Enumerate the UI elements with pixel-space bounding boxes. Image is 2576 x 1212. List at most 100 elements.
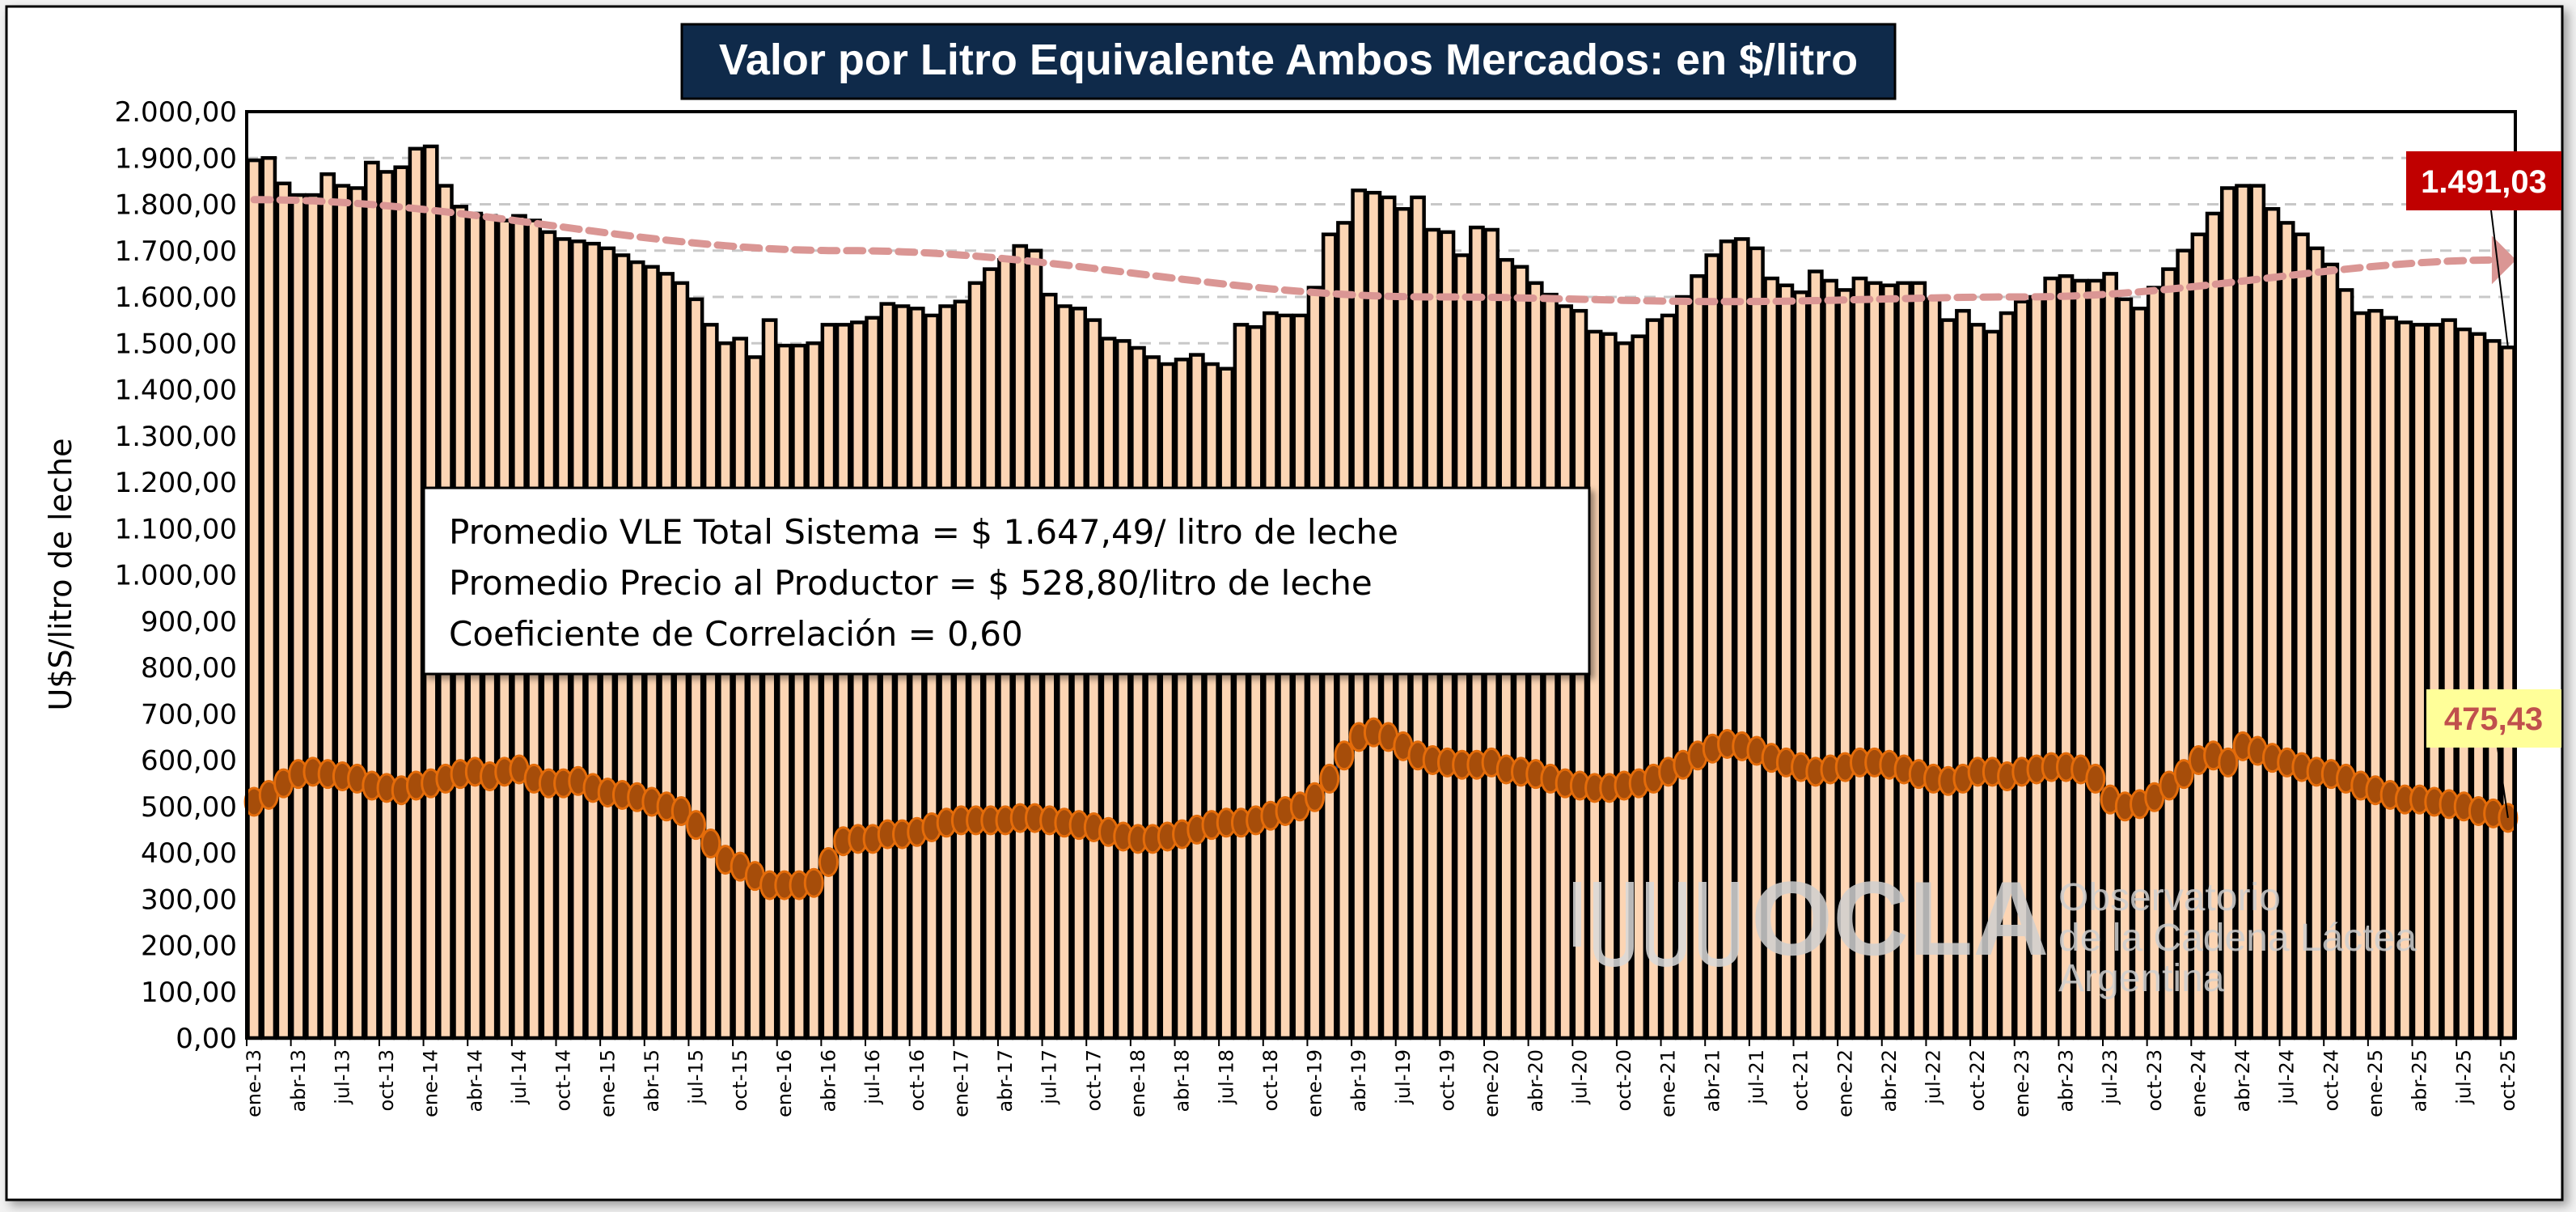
x-tick-label: oct-18 bbox=[1259, 1049, 1282, 1112]
x-tick-label: jul-23 bbox=[2099, 1049, 2121, 1105]
last-bar-label: 1.491,03 bbox=[2421, 164, 2547, 200]
bar bbox=[806, 341, 823, 1040]
line-point bbox=[2085, 763, 2106, 794]
x-tick-label: oct-21 bbox=[1790, 1049, 1813, 1112]
line-point bbox=[670, 795, 692, 826]
bar bbox=[2278, 221, 2295, 1040]
x-tick-label: jul-13 bbox=[331, 1049, 353, 1105]
x-tick-label: oct-20 bbox=[1613, 1049, 1635, 1112]
bar bbox=[1159, 362, 1176, 1040]
bar bbox=[1601, 332, 1618, 1040]
last-line-label-box bbox=[2426, 689, 2561, 748]
bar bbox=[260, 156, 277, 1040]
bar bbox=[2441, 318, 2457, 1040]
x-tick-label: ene-16 bbox=[773, 1049, 796, 1117]
bar bbox=[1218, 367, 1235, 1040]
y-tick-label: 800,00 bbox=[141, 652, 237, 684]
bar bbox=[1085, 318, 1102, 1040]
last-line-leader-line bbox=[2497, 747, 2509, 818]
x-tick-label: oct-14 bbox=[552, 1049, 575, 1112]
x-tick-label: jul-20 bbox=[1568, 1049, 1591, 1105]
x-axis-ticks: ene-13 abr-13 jul-13 oct-13 ene-14 abr-14 jul-… bbox=[243, 1038, 2519, 1117]
y-tick-label: 1.000,00 bbox=[115, 560, 237, 592]
x-tick-label: oct-17 bbox=[1082, 1049, 1105, 1112]
watermark-name: OCLA bbox=[1751, 859, 2049, 977]
last-line-label: 475,43 bbox=[2444, 701, 2543, 737]
bar bbox=[1130, 345, 1146, 1040]
x-tick-label: abr-22 bbox=[1878, 1049, 1901, 1112]
bar bbox=[1247, 324, 1264, 1040]
bar bbox=[1263, 311, 1279, 1040]
bar bbox=[349, 186, 366, 1040]
bar bbox=[1115, 339, 1131, 1040]
bar bbox=[702, 323, 719, 1040]
y-tick-label: 300,00 bbox=[141, 884, 237, 916]
watermark-line-3: Argentina bbox=[2058, 957, 2225, 1000]
x-tick-label: jul-21 bbox=[1745, 1049, 1768, 1105]
bar bbox=[1100, 337, 1117, 1040]
line-point bbox=[818, 846, 839, 877]
bar bbox=[865, 316, 881, 1040]
x-tick-label: ene-23 bbox=[2011, 1049, 2033, 1117]
x-tick-label: jul-24 bbox=[2276, 1049, 2299, 1105]
y-axis-label: U$S/litro de leche bbox=[43, 439, 78, 711]
last-bar-label-box bbox=[2406, 151, 2561, 210]
x-tick-label: ene-25 bbox=[2364, 1049, 2387, 1117]
x-tick-label: abr-25 bbox=[2409, 1049, 2431, 1112]
x-tick-label: jul-14 bbox=[508, 1049, 531, 1105]
y-tick-label: 600,00 bbox=[141, 745, 237, 778]
bar bbox=[1144, 355, 1161, 1040]
stats-line-3: Coeficiente de Correlación = 0,60 bbox=[449, 614, 1023, 654]
watermark-line-1: Observatorio bbox=[2058, 876, 2281, 919]
y-tick-label: 1.400,00 bbox=[115, 375, 237, 407]
x-tick-label: jul-17 bbox=[1038, 1049, 1061, 1105]
y-tick-label: 2.000,00 bbox=[115, 96, 237, 129]
bar bbox=[924, 313, 940, 1040]
line-point bbox=[1305, 782, 1326, 812]
bar bbox=[717, 341, 734, 1040]
line-point bbox=[803, 867, 824, 898]
bar bbox=[363, 160, 380, 1040]
x-tick-label: abr-16 bbox=[817, 1049, 840, 1112]
x-tick-label: ene-22 bbox=[1834, 1049, 1856, 1117]
x-tick-label: jul-19 bbox=[1392, 1049, 1415, 1105]
x-tick-label: jul-22 bbox=[1922, 1049, 1945, 1105]
y-tick-label: 500,00 bbox=[141, 791, 237, 824]
x-tick-label: ene-14 bbox=[420, 1049, 442, 1117]
stats-line-2: Promedio Precio al Productor = $ 528,80/… bbox=[449, 563, 1373, 603]
x-tick-label: jul-25 bbox=[2452, 1049, 2475, 1105]
y-tick-label: 700,00 bbox=[141, 698, 237, 731]
y-tick-label: 1.900,00 bbox=[115, 142, 237, 175]
y-tick-label: 1.300,00 bbox=[115, 421, 237, 453]
y-tick-label: 200,00 bbox=[141, 930, 237, 963]
bar bbox=[2455, 327, 2472, 1040]
y-tick-label: 1.200,00 bbox=[115, 467, 237, 499]
x-tick-label: oct-13 bbox=[375, 1049, 398, 1112]
y-tick-label: 400,00 bbox=[141, 837, 237, 870]
x-tick-label: abr-18 bbox=[1171, 1049, 1194, 1112]
stats-line-1: Promedio VLE Total Sistema = $ 1.647,49/… bbox=[449, 512, 1398, 552]
bar bbox=[408, 146, 425, 1040]
ocla-watermark-logo: OCLA Observatorio de la Cadena Láctea Ar… bbox=[1573, 859, 2417, 1000]
bar bbox=[1704, 253, 1721, 1040]
bar bbox=[275, 181, 292, 1040]
bar bbox=[246, 158, 262, 1040]
line-point bbox=[686, 810, 707, 841]
x-tick-label: abr-23 bbox=[2054, 1049, 2077, 1112]
y-axis-ticks: 0,00 100,00 200,00 300,00 400,00 500,00 600,00… bbox=[115, 96, 237, 1055]
x-tick-label: jul-16 bbox=[861, 1049, 884, 1105]
x-tick-label: abr-19 bbox=[1347, 1049, 1370, 1112]
line-point bbox=[2218, 747, 2239, 778]
x-tick-label: jul-15 bbox=[685, 1049, 708, 1105]
watermark-line-2: de la Cadena Láctea bbox=[2058, 917, 2417, 960]
x-tick-label: ene-15 bbox=[596, 1049, 619, 1117]
x-tick-label: abr-17 bbox=[994, 1049, 1017, 1112]
x-tick-label: ene-17 bbox=[950, 1049, 972, 1117]
line-point bbox=[700, 828, 721, 859]
bar bbox=[1233, 323, 1250, 1040]
x-tick-label: oct-15 bbox=[729, 1049, 751, 1112]
bar bbox=[379, 170, 395, 1040]
bar bbox=[393, 165, 410, 1040]
bar bbox=[850, 320, 866, 1040]
bar bbox=[2470, 332, 2487, 1040]
